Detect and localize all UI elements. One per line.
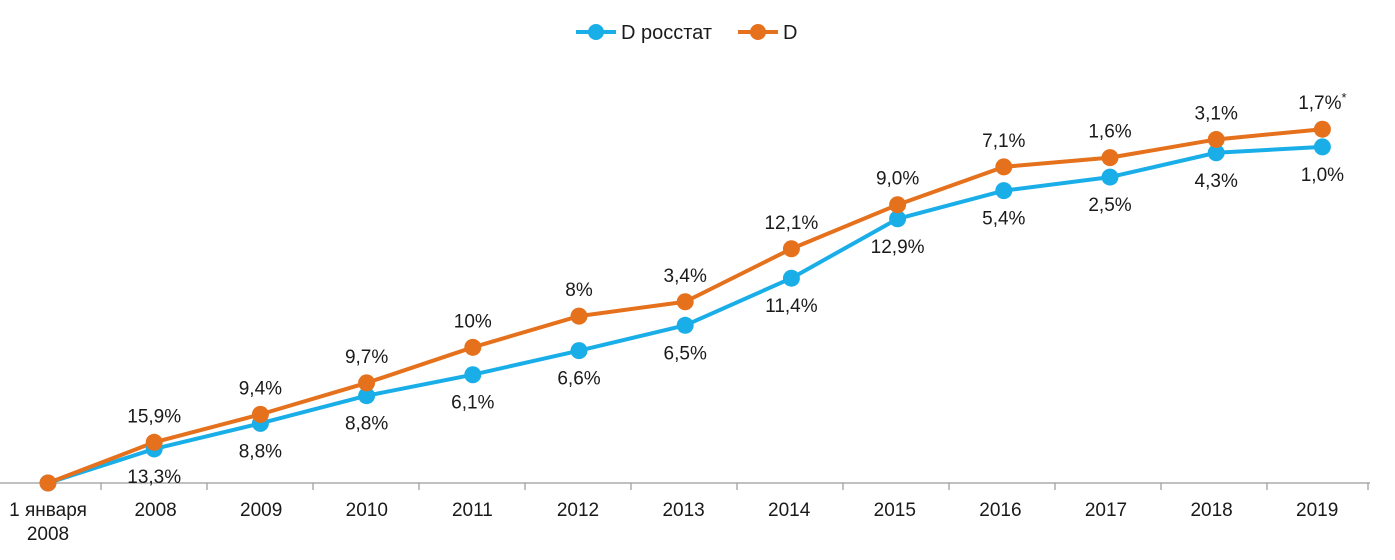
data-label: 8,8% <box>345 414 388 435</box>
x-tick-label: 2015 <box>874 500 916 521</box>
x-tick-label: 2008 <box>134 500 176 521</box>
data-label: 8% <box>565 280 593 301</box>
data-labels: 13,3% 8,8% 8,8% 6,1% 6,6% 6,5% 11,4% 12,9% 5,4% 2… <box>127 90 1346 488</box>
legend-item-d-rosstat: D росстат <box>576 22 712 44</box>
data-point <box>676 293 694 311</box>
legend-item-d: D <box>738 22 797 44</box>
data-point <box>570 342 588 360</box>
legend-point-marker <box>588 24 604 40</box>
data-point <box>1313 120 1331 138</box>
data-point <box>889 210 907 228</box>
data-point <box>464 366 482 384</box>
data-point <box>251 405 269 423</box>
data-label: 1,6% <box>1088 122 1131 143</box>
data-label: 8,8% <box>239 441 282 462</box>
data-point <box>782 240 800 258</box>
legend: D росстат D <box>576 22 797 44</box>
data-point <box>676 316 694 334</box>
data-label: 3,4% <box>664 266 707 287</box>
data-label: 15,9% <box>127 406 181 427</box>
data-point <box>1207 144 1225 162</box>
x-tick-label: 2009 <box>240 500 282 521</box>
data-point <box>39 474 57 492</box>
x-tick-label: 2012 <box>557 500 599 521</box>
data-label: 3,1% <box>1195 103 1238 124</box>
data-label: 2,5% <box>1088 195 1131 216</box>
legend-label: D росстат <box>621 22 712 44</box>
data-label: 12,9% <box>871 237 925 258</box>
x-tick-label: 2011 <box>452 500 493 521</box>
data-label: 1,0% <box>1301 165 1344 186</box>
data-point <box>464 338 482 356</box>
data-label: 1,7%* <box>1298 90 1346 114</box>
data-label: 9,7% <box>345 347 388 368</box>
data-label: 11,4% <box>765 296 818 317</box>
data-point <box>1207 130 1225 148</box>
series-points <box>39 120 1331 492</box>
data-point <box>358 374 376 392</box>
x-tick-label: 2013 <box>662 500 704 521</box>
data-label: 12,1% <box>764 213 818 234</box>
x-axis: 1 января 2008 2008 2009 2010 2011 2012 2013 2014… <box>0 482 1370 545</box>
data-point <box>1101 168 1119 186</box>
data-label: 9,4% <box>239 378 282 399</box>
data-label: 13,3% <box>127 467 181 488</box>
data-label: 10% <box>454 311 492 332</box>
data-label: 7,1% <box>982 131 1025 152</box>
data-label: 4,3% <box>1195 171 1238 192</box>
x-tick-label: 2019 <box>1296 500 1338 521</box>
x-tick-label: 2016 <box>979 500 1021 521</box>
data-label: 9,0% <box>876 169 919 190</box>
data-label: 5,4% <box>982 209 1025 230</box>
data-label: 6,5% <box>664 343 707 364</box>
x-tick-label: 2010 <box>346 500 388 521</box>
x-tick-label: 1 января 2008 <box>9 500 87 545</box>
data-point <box>1101 149 1119 167</box>
x-tick-label: 2018 <box>1190 500 1232 521</box>
data-label: 6,1% <box>451 393 494 414</box>
legend-label: D <box>783 22 797 44</box>
x-tick-label: 2014 <box>768 500 811 521</box>
data-point <box>570 307 588 325</box>
data-point <box>995 158 1013 176</box>
data-point <box>358 387 376 405</box>
x-tick-label: 2017 <box>1085 500 1127 521</box>
data-point <box>782 269 800 287</box>
data-point <box>145 433 163 451</box>
data-point <box>1313 138 1331 156</box>
legend-point-marker <box>750 24 766 40</box>
data-point <box>995 182 1013 200</box>
data-label: 6,6% <box>557 369 600 390</box>
data-point <box>889 196 907 214</box>
